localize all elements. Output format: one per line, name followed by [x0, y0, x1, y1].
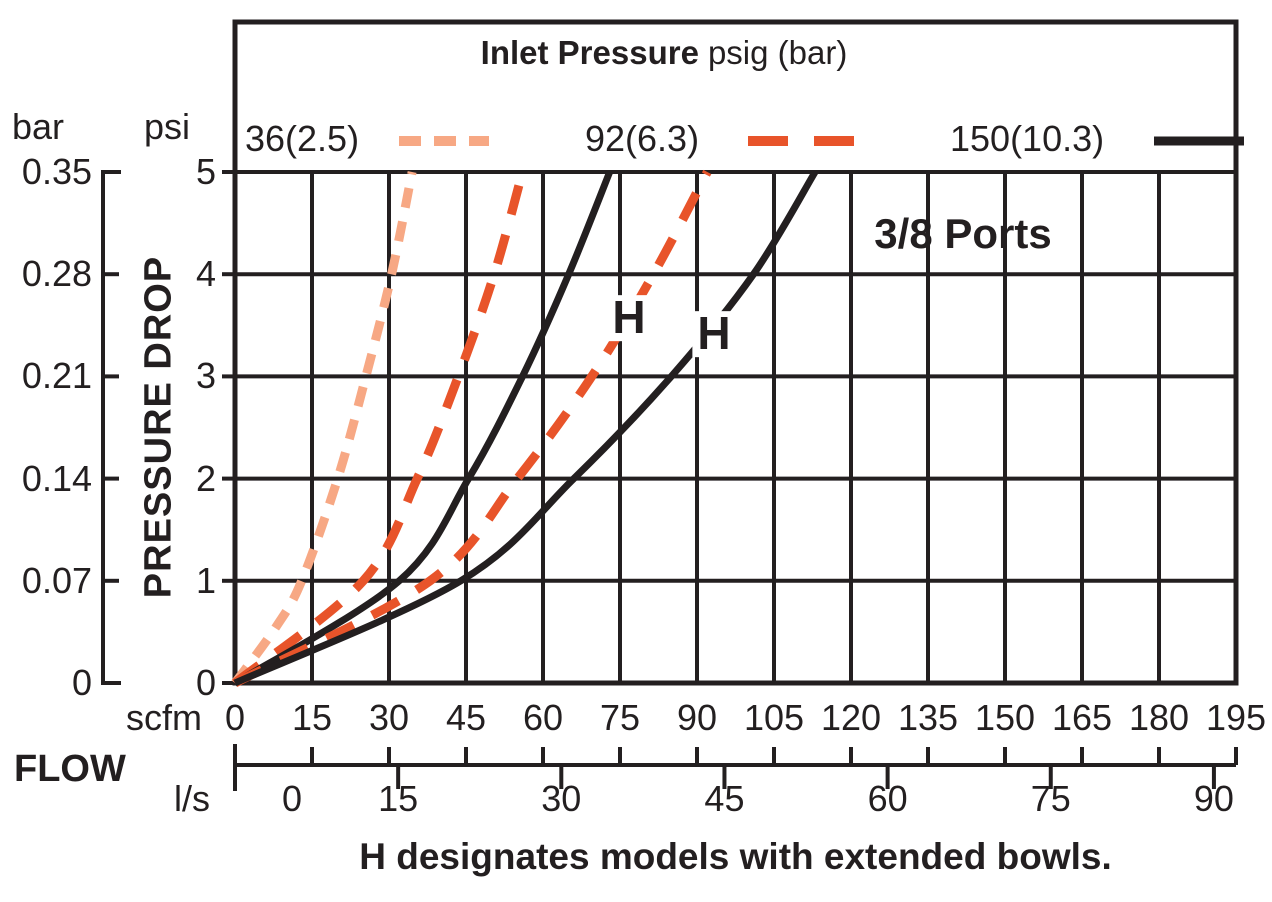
- scfm-tick-label: 15: [291, 697, 333, 738]
- psi-tick-label: 2: [195, 457, 216, 499]
- legend-label-36: 36(2.5): [245, 118, 360, 159]
- chart-caption: H designates models with extended bowls.: [359, 836, 1112, 877]
- bar-axis: [101, 170, 121, 685]
- scfm-tick-label: 195: [1205, 697, 1267, 738]
- psi-axis-unit: psi: [143, 106, 190, 147]
- ls-tick-label: 75: [1030, 778, 1071, 819]
- ls-tick-label: 30: [541, 778, 582, 819]
- legend-label-150: 150(10.3): [950, 118, 1105, 159]
- chart-title: Inlet Pressure psig (bar): [481, 34, 848, 72]
- ls-tick-label: 45: [704, 778, 745, 819]
- curve-150: [233, 170, 613, 686]
- ls-tick-label: 0: [281, 778, 303, 819]
- chart-title-units: psig (bar): [707, 34, 848, 71]
- legend-line-36-icon: [399, 136, 489, 146]
- psi-tick-label: 3: [195, 355, 216, 397]
- scfm-tick-label: 135: [897, 697, 959, 738]
- plot-border: [232, 19, 1239, 686]
- scfm-tick-label: 105: [743, 697, 805, 738]
- h-model-marker-150: H: [692, 310, 736, 357]
- psi-tick-label: 0: [195, 662, 216, 703]
- curve-150-h: [233, 170, 819, 687]
- port-size-annotation: 3/8 Ports: [874, 210, 1052, 257]
- scfm-tick-label: 150: [974, 697, 1036, 738]
- ls-tick-label: 15: [378, 778, 419, 819]
- bar-tick-label: 0.35: [21, 151, 92, 192]
- psi-tick-label: 1: [195, 559, 216, 601]
- flow-axis-label: FLOW: [14, 748, 126, 790]
- curve-92: [232, 170, 527, 687]
- bar-tick-label: 0.14: [21, 457, 92, 499]
- scfm-axis-unit: scfm: [126, 697, 202, 738]
- legend-line-150-icon: [1154, 136, 1244, 146]
- ls-tick-label: 90: [1193, 778, 1234, 819]
- psi-tick-label: 5: [195, 151, 216, 192]
- psi-tick-label: 4: [195, 253, 216, 295]
- legend-line-92-icon: [748, 136, 866, 146]
- chart-title-bold: Inlet Pressure: [480, 34, 699, 71]
- scfm-tick-label: 0: [224, 697, 246, 738]
- scfm-tick-label: 180: [1128, 697, 1190, 738]
- bar-tick-label: 0.28: [21, 253, 92, 295]
- scfm-tick-label: 60: [522, 697, 564, 738]
- ls-tick-label: 60: [867, 778, 908, 819]
- bar-tick-label: 0: [71, 662, 92, 703]
- scfm-tick-label: 165: [1051, 697, 1113, 738]
- h-model-marker-92: H: [607, 294, 651, 341]
- bar-axis-unit: bar: [12, 106, 65, 147]
- bar-tick-label: 0.21: [21, 355, 92, 397]
- curve-92-h: [232, 169, 712, 687]
- ls-axis-unit: l/s: [174, 778, 210, 819]
- scfm-tick-label: 90: [676, 697, 718, 738]
- scfm-tick-label: 75: [599, 697, 641, 738]
- pressure-drop-axis-label: PRESSURE DROP: [137, 255, 180, 599]
- curve-36: [231, 171, 417, 686]
- legend-label-92: 92(6.3): [585, 118, 700, 159]
- scfm-tick-label: 30: [368, 697, 410, 738]
- bar-tick-label: 0.07: [21, 559, 92, 601]
- scfm-tick-label: 120: [820, 697, 882, 738]
- scfm-tick-label: 45: [445, 697, 487, 738]
